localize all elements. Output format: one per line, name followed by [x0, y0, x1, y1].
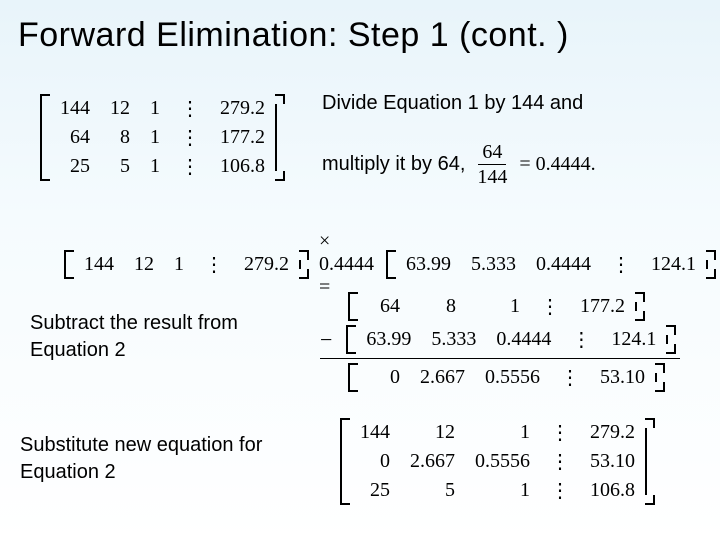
subtract-text: Subtract the result from Equation 2 [30, 310, 290, 364]
instruction-line2-text: multiply it by 64, [322, 153, 465, 176]
matrix-final: 144121⋮279.2 02.6670.5556⋮53.10 2551⋮106… [336, 418, 659, 505]
instruction-line1: Divide Equation 1 by 144 and [322, 92, 583, 115]
row-scale-equation: 144121⋮279.2 × 0.4444 = 63.995.3330.4444… [60, 230, 720, 299]
multiplier-text: × 0.4444 = [319, 230, 376, 299]
substitute-text: Substitute new equation for Equation 2 [20, 432, 310, 486]
instruction-line2: multiply it by 64, 64 144 = 0.4444. [322, 142, 596, 187]
fraction-result: = 0.4444. [519, 153, 595, 176]
page-title: Forward Elimination: Step 1 (cont. ) [18, 16, 569, 55]
minus-sign: − [320, 327, 332, 353]
subtraction-stack: 6481⋮177.2 − 63.995.3330.4444⋮124.1 02.6… [320, 292, 680, 392]
fraction-64-144: 64 144 [473, 142, 511, 187]
matrix-initial: 144121⋮279.2 6481⋮177.2 2551⋮106.8 [36, 94, 289, 181]
